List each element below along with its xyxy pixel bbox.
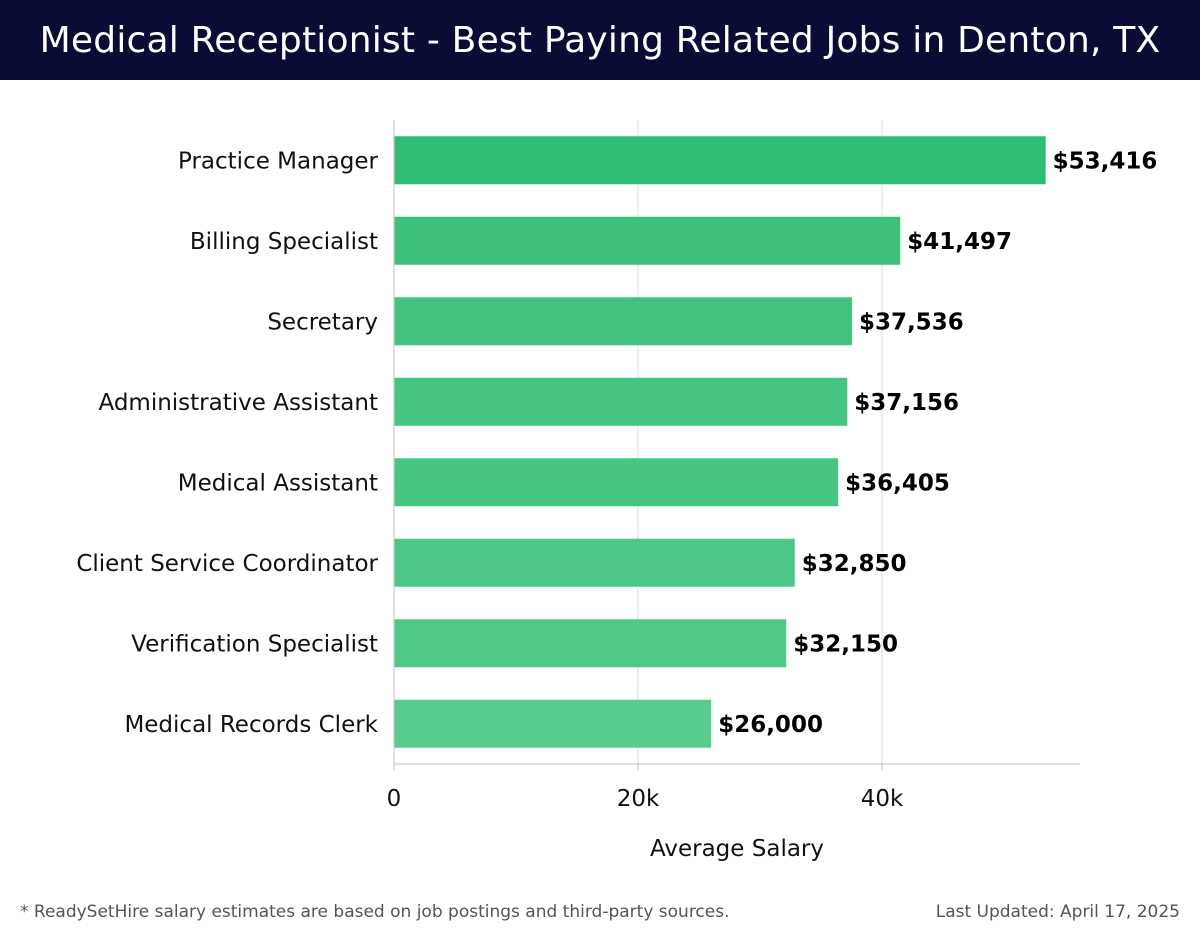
- value-label: $32,150: [793, 631, 898, 657]
- value-label: $37,156: [854, 390, 959, 416]
- value-label: $41,497: [907, 229, 1012, 255]
- x-tick-label: 40k: [861, 786, 904, 812]
- category-label: Practice Manager: [178, 148, 379, 174]
- footer-updated: Last Updated: April 17, 2025: [935, 902, 1180, 922]
- bar-chart: Practice Manager $53,416 Billing Specialis…: [76, 120, 1158, 862]
- value-label: $53,416: [1053, 148, 1158, 174]
- bar: [394, 458, 839, 507]
- category-label: Client Service Coordinator: [76, 551, 378, 577]
- bar: [394, 297, 852, 346]
- category-label: Billing Specialist: [190, 229, 378, 255]
- bar: [394, 216, 901, 265]
- bar: [394, 699, 712, 748]
- category-label: Administrative Assistant: [98, 390, 378, 416]
- bar: [394, 538, 795, 587]
- chart-header: Medical Receptionist - Best Paying Relat…: [0, 0, 1200, 80]
- x-axis-title: Average Salary: [650, 836, 824, 862]
- bar: [394, 377, 848, 426]
- category-label: Secretary: [267, 309, 378, 335]
- category-label: Verification Specialist: [131, 631, 378, 657]
- category-label: Medical Assistant: [178, 470, 378, 496]
- footer-note: * ReadySetHire salary estimates are base…: [20, 902, 730, 922]
- value-label: $26,000: [718, 712, 823, 738]
- chart-title: Medical Receptionist - Best Paying Relat…: [39, 19, 1161, 61]
- value-label: $32,850: [802, 551, 907, 577]
- category-label: Medical Records Clerk: [124, 712, 378, 738]
- x-tick-label: 0: [387, 786, 402, 812]
- bar: [394, 136, 1046, 185]
- value-label: $37,536: [859, 309, 964, 335]
- value-label: $36,405: [845, 470, 950, 496]
- x-tick-label: 20k: [617, 786, 660, 812]
- bar: [394, 619, 787, 668]
